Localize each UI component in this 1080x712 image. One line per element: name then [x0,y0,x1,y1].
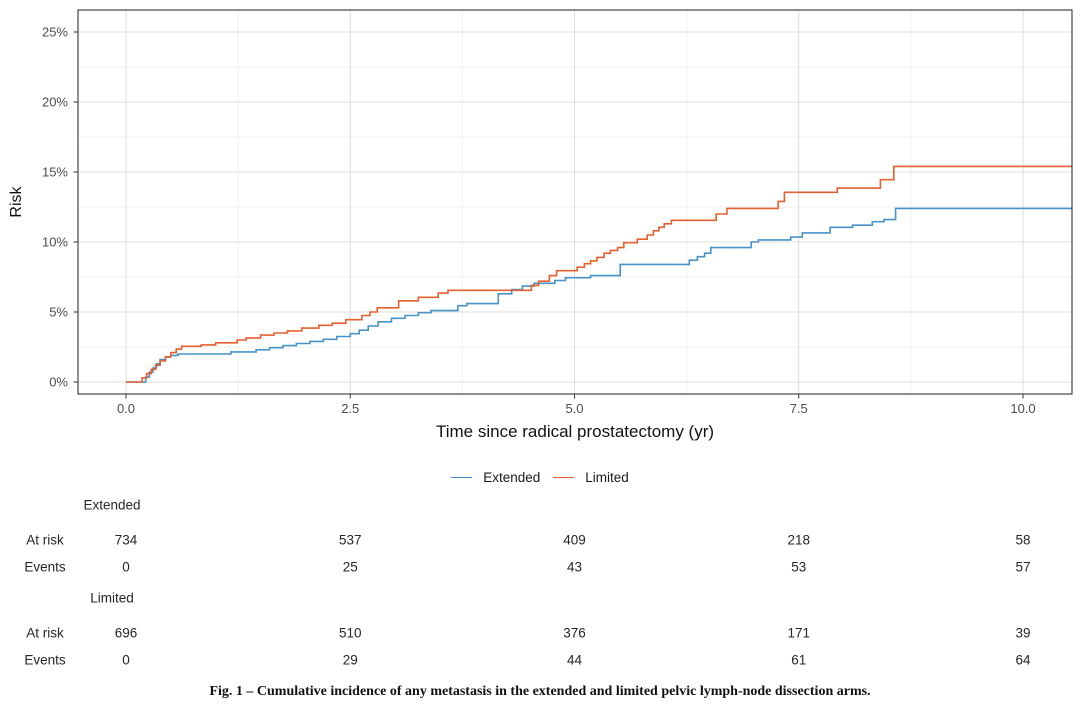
risk-value: 218 [787,532,811,548]
y-tick-label: 15% [42,165,68,180]
figure-caption: Fig. 1 – Cumulative incidence of any met… [209,684,871,699]
risk-value: 0 [122,559,130,575]
risk-value: 0 [122,652,130,668]
extended-curve [126,207,1072,383]
x-axis-title: Time since radical prostatectomy (yr) [436,422,714,441]
risk-row-label: Events [24,652,66,668]
x-tick-label: 5.0 [565,401,583,416]
y-tick-label: 25% [42,25,68,40]
risk-value: 53 [791,559,807,575]
risk-value: 43 [566,559,583,575]
y-tick-label: 10% [42,235,68,250]
risk-row-label: Events [24,559,66,575]
legend-item-limited: Limited [553,470,629,485]
risk-value: 57 [1015,559,1031,575]
risk-value: 61 [791,652,807,668]
legend-line-icon [553,477,575,478]
x-tick-label: 7.5 [790,401,808,416]
risk-value: 44 [566,652,583,668]
risk-value: 376 [563,625,586,641]
risk-row-label: At risk [26,625,64,641]
risk-value: 29 [342,652,358,668]
risk-value: 64 [1015,652,1031,668]
risk-value: 409 [563,532,586,548]
legend-item-extended: Extended [451,470,540,485]
limited-curve [126,165,1072,383]
y-tick-label: 0% [49,375,68,390]
y-tick-label: 5% [49,305,68,320]
y-axis-title: Risk [8,185,25,217]
x-tick-label: 0.0 [117,401,135,416]
x-tick-label: 2.5 [341,401,359,416]
x-tick-label: 10.0 [1010,401,1035,416]
risk-value: 39 [1015,625,1031,641]
risk-value: 734 [114,532,138,548]
risk-group-name: Limited [90,590,134,606]
legend-label: Limited [585,470,629,485]
risk-value: 171 [787,625,811,641]
legend-line-icon [451,477,473,478]
risk-value: 696 [114,625,138,641]
chart-legend: Extended Limited [0,470,1080,485]
legend-label: Extended [483,470,541,485]
y-tick-label: 20% [42,95,68,110]
risk-value: 25 [342,559,358,575]
risk-value: 510 [338,625,362,641]
risk-row-label: At risk [26,532,64,548]
risk-value: 58 [1015,532,1031,548]
risk-value: 537 [338,532,362,548]
cumulative-incidence-chart: 0.0 2.5 5.0 7.5 10.0 0% 5% 10% 15% 20% 25% Time sin… [8,9,1073,441]
risk-group-name: Extended [83,497,141,513]
